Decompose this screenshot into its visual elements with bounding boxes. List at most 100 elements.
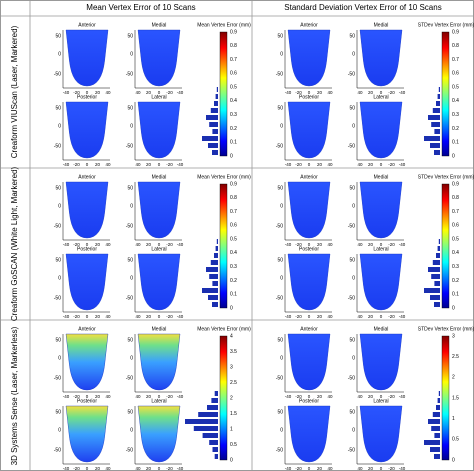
x-tick-label: -40 xyxy=(285,242,292,247)
x-tick-label: 20 xyxy=(368,162,374,167)
histogram-bar xyxy=(438,239,440,244)
y-tick-label: 0 xyxy=(130,355,133,361)
colorbar-tick: 0.6 xyxy=(452,71,459,77)
y-tick-label: 50 xyxy=(55,185,61,191)
colorbar-tick: 1 xyxy=(230,426,233,432)
view-label: Posterior xyxy=(77,398,97,404)
x-tick-label: 40 xyxy=(135,314,141,319)
x-tick-label: -20 xyxy=(73,90,80,95)
y-tick-label: 50 xyxy=(55,33,61,39)
view-label: Anterior xyxy=(78,174,96,180)
x-tick-label: -20 xyxy=(166,90,173,95)
colorbar-tick: 0.2 xyxy=(452,126,459,132)
x-tick-label: 20 xyxy=(368,466,374,471)
limb-map xyxy=(137,333,181,391)
y-tick-label: -50 xyxy=(54,375,61,381)
column-title: Standard Deviation Vertex Error of 10 Sc… xyxy=(284,3,441,12)
limb-map xyxy=(137,405,181,463)
view-label: Anterior xyxy=(300,22,318,28)
histogram-bar xyxy=(431,426,440,431)
x-tick-label: 0 xyxy=(308,314,311,319)
x-tick-label: 0 xyxy=(308,466,311,471)
limb-map xyxy=(65,101,109,159)
y-tick-label: -50 xyxy=(54,143,61,149)
x-tick-label: 20 xyxy=(95,90,101,95)
histogram-bar xyxy=(428,115,440,120)
y-tick-label: 0 xyxy=(352,51,355,57)
y-tick-label: 50 xyxy=(349,105,355,111)
y-tick-label: 50 xyxy=(349,409,355,415)
y-tick-label: -50 xyxy=(54,223,61,229)
view-label: Medial xyxy=(374,22,389,28)
colorbar-tick: 0.4 xyxy=(452,98,459,104)
x-tick-label: -20 xyxy=(73,466,80,471)
colorbar-tick: 0.5 xyxy=(452,236,459,242)
x-tick-label: -40 xyxy=(177,242,184,247)
x-tick-label: -20 xyxy=(295,242,302,247)
view-label: Medial xyxy=(152,22,167,28)
colorbar-tick: 2 xyxy=(452,375,455,381)
y-tick-label: -50 xyxy=(126,375,133,381)
colorbar xyxy=(219,183,228,309)
y-tick-label: 0 xyxy=(352,123,355,129)
x-tick-label: -20 xyxy=(295,162,302,167)
histogram-bar xyxy=(210,108,218,113)
histogram-bar xyxy=(207,405,218,410)
colorbar-tick: 0.5 xyxy=(230,236,237,242)
histogram-bar xyxy=(209,274,218,279)
colorbar-label: STDev Vertex Error (mm) xyxy=(418,326,474,332)
colorbar-tick: 0.1 xyxy=(452,292,459,298)
x-tick-label: -40 xyxy=(285,90,292,95)
x-tick-label: 0 xyxy=(158,90,161,95)
colorbar-tick: 0.2 xyxy=(230,126,237,132)
x-tick-label: 20 xyxy=(95,242,101,247)
colorbar-tick: 0.5 xyxy=(452,84,459,90)
histogram-bar xyxy=(430,447,440,452)
x-tick-label: 0 xyxy=(308,242,311,247)
colorbar-tick: 0.4 xyxy=(230,98,237,104)
view-label: Posterior xyxy=(299,398,319,404)
x-tick-label: -20 xyxy=(295,394,302,399)
x-tick-label: 20 xyxy=(317,466,323,471)
y-tick-label: 0 xyxy=(58,275,61,281)
limb-map xyxy=(137,101,181,159)
y-tick-label: 50 xyxy=(127,409,133,415)
x-tick-label: 20 xyxy=(146,314,152,319)
y-tick-label: 0 xyxy=(130,275,133,281)
colorbar-tick: 0.8 xyxy=(452,43,459,49)
colorbar-tick: 0.6 xyxy=(230,223,237,229)
histogram-bar xyxy=(424,288,440,293)
x-tick-label: -20 xyxy=(388,162,395,167)
histogram-bar xyxy=(430,143,440,148)
x-tick-label: 40 xyxy=(357,90,363,95)
x-tick-label: 40 xyxy=(105,162,111,167)
limb-map xyxy=(65,333,109,391)
colorbar-label: STDev Vertex Error (mm) xyxy=(418,22,474,28)
histogram-bar xyxy=(210,260,218,265)
x-tick-label: 40 xyxy=(105,90,111,95)
column-title: Mean Vertex Error of 10 Scans xyxy=(86,3,195,12)
histogram-bar xyxy=(434,129,440,134)
x-tick-label: 40 xyxy=(135,466,141,471)
y-tick-label: 50 xyxy=(349,33,355,39)
y-tick-label: -50 xyxy=(54,295,61,301)
y-tick-label: 0 xyxy=(280,355,283,361)
y-tick-label: -50 xyxy=(126,295,133,301)
y-tick-label: 0 xyxy=(352,275,355,281)
y-tick-label: 50 xyxy=(127,105,133,111)
limb-map xyxy=(287,333,331,391)
histogram-bar xyxy=(208,295,218,300)
histogram-bar xyxy=(436,253,440,258)
histogram-bar xyxy=(215,246,218,251)
x-tick-label: -40 xyxy=(399,394,406,399)
colorbar-tick: 0.8 xyxy=(230,195,237,201)
view-label: Anterior xyxy=(78,22,96,28)
histogram-bar xyxy=(209,122,218,127)
histogram-bar xyxy=(438,391,440,396)
colorbar-tick: 0.9 xyxy=(230,181,237,187)
y-tick-label: 0 xyxy=(58,51,61,57)
x-tick-label: 0 xyxy=(86,90,89,95)
histogram-bar xyxy=(432,108,440,113)
colorbar-label: STDev Vertex Error (mm) xyxy=(418,174,474,180)
